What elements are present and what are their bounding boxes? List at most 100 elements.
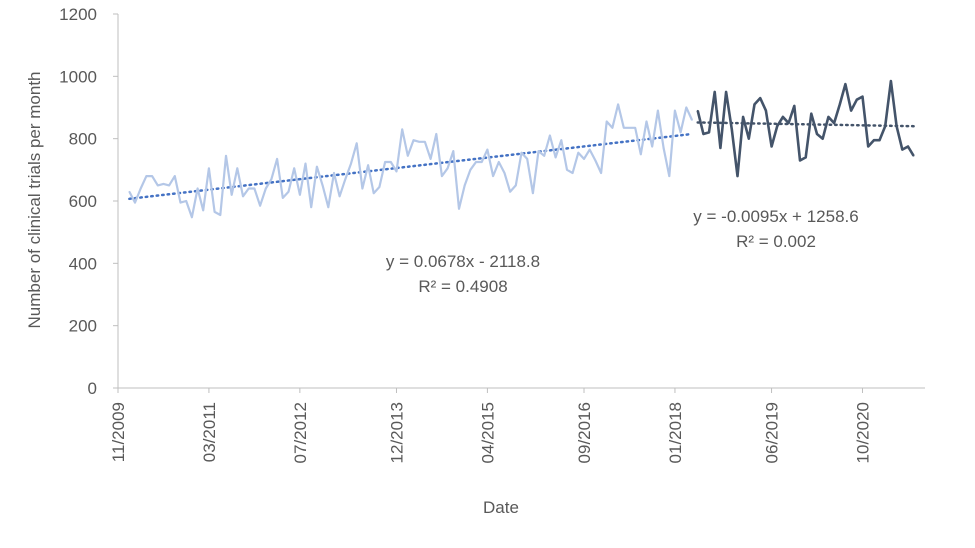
data-point <box>128 190 131 193</box>
data-point <box>577 151 580 154</box>
data-point <box>401 128 403 131</box>
data-point <box>708 131 710 134</box>
data-point <box>554 156 557 159</box>
data-point <box>532 192 534 195</box>
data-point <box>355 142 358 145</box>
data-point <box>526 158 528 160</box>
data-point <box>333 172 335 174</box>
data-point <box>475 161 477 163</box>
x-tick-label: 06/2019 <box>763 402 782 463</box>
data-point <box>560 139 563 142</box>
data-point <box>185 200 187 202</box>
data-point <box>168 184 170 187</box>
x-axis-label: Date <box>483 498 519 517</box>
data-point <box>890 80 892 82</box>
data-point <box>748 137 750 140</box>
data-point <box>782 116 784 118</box>
data-point <box>821 137 824 140</box>
data-point <box>651 145 654 148</box>
data-point <box>622 126 625 129</box>
data-point <box>725 91 727 93</box>
data-point <box>844 83 847 85</box>
data-point <box>600 172 602 174</box>
data-point <box>640 153 642 156</box>
data-point <box>486 148 489 151</box>
data-point <box>645 120 648 123</box>
data-point <box>867 145 869 148</box>
data-point <box>674 109 676 112</box>
data-point <box>787 122 790 124</box>
data-point <box>719 147 722 149</box>
data-point <box>225 155 227 157</box>
data-point <box>372 192 375 195</box>
data-point <box>861 95 864 98</box>
data-point <box>611 126 614 129</box>
data-point <box>367 164 369 166</box>
data-point <box>696 109 699 112</box>
data-point <box>219 214 222 216</box>
data-point <box>145 175 148 177</box>
data-point <box>765 109 767 112</box>
data-point <box>742 116 744 118</box>
series-line-1 <box>128 103 694 219</box>
data-point <box>424 140 426 143</box>
y-tick-label: 1200 <box>59 5 97 24</box>
data-point <box>395 170 398 173</box>
data-point <box>617 103 619 106</box>
data-point <box>878 139 881 142</box>
trend-r-squared: R² = 0.002 <box>736 232 816 251</box>
data-point <box>253 187 256 190</box>
data-point <box>668 175 671 177</box>
data-point <box>350 162 352 165</box>
data-point <box>827 116 830 118</box>
y-tick-label: 0 <box>88 379 97 398</box>
data-point <box>327 206 330 209</box>
x-tick-label: 10/2020 <box>853 402 872 463</box>
data-point <box>691 119 693 121</box>
series-line-2 <box>696 79 915 178</box>
x-tick-label: 11/2009 <box>109 402 128 462</box>
data-point <box>287 190 290 193</box>
data-point <box>816 133 818 135</box>
data-point <box>174 175 176 177</box>
x-tick-label: 12/2013 <box>387 402 406 463</box>
data-point <box>907 145 909 148</box>
data-point <box>850 109 852 112</box>
data-point <box>753 103 756 106</box>
data-point <box>480 161 483 163</box>
data-point <box>441 175 443 177</box>
data-point <box>429 158 432 160</box>
trend-r-squared: R² = 0.4908 <box>418 277 507 296</box>
data-point <box>134 201 136 204</box>
data-point <box>520 151 523 154</box>
data-point <box>230 193 233 196</box>
data-point <box>276 158 278 160</box>
data-point <box>679 131 682 134</box>
data-point <box>662 147 665 149</box>
data-point <box>543 155 546 157</box>
axes <box>113 13 925 393</box>
data-point <box>247 187 250 190</box>
data-point <box>412 139 415 142</box>
data-point <box>242 195 244 198</box>
data-point <box>810 112 813 115</box>
data-point <box>736 175 739 177</box>
y-tick-label: 600 <box>69 192 97 211</box>
data-point <box>270 178 273 180</box>
data-point <box>515 184 517 187</box>
data-point <box>458 207 460 210</box>
data-point <box>594 159 597 162</box>
data-point <box>196 187 199 190</box>
data-point <box>770 145 773 148</box>
data-point <box>179 201 182 204</box>
x-tick-label: 09/2016 <box>575 402 594 463</box>
data-point <box>804 156 807 159</box>
data-point <box>605 120 608 123</box>
data-point <box>702 133 705 135</box>
data-point <box>452 150 455 152</box>
data-point <box>634 126 636 129</box>
x-tick-label: 03/2011 <box>200 402 219 462</box>
data-point <box>713 91 716 93</box>
